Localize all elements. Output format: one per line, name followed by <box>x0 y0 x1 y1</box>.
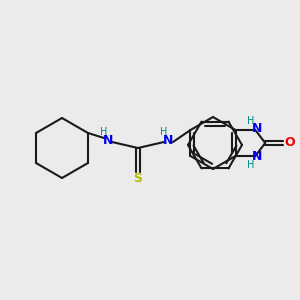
Text: N: N <box>252 122 262 136</box>
Text: H: H <box>247 160 254 170</box>
Text: H: H <box>160 127 168 137</box>
Text: S: S <box>134 172 142 185</box>
Text: N: N <box>252 151 262 164</box>
Text: O: O <box>284 136 295 149</box>
Text: N: N <box>163 134 173 146</box>
Text: N: N <box>103 134 113 146</box>
Text: H: H <box>100 127 108 137</box>
Bar <box>185 90 300 195</box>
Text: H: H <box>247 116 254 126</box>
